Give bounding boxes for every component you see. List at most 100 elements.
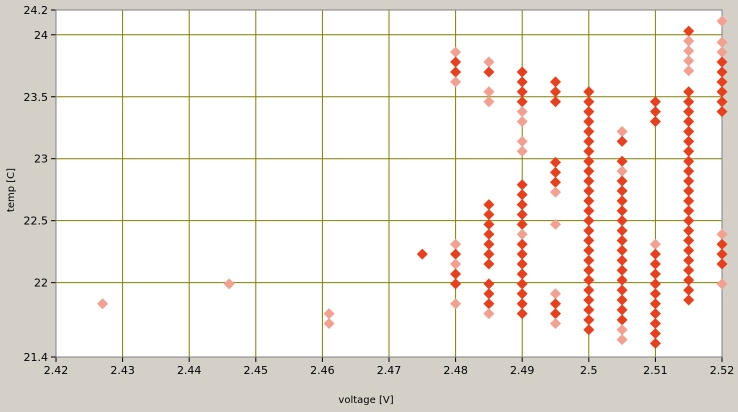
data-point	[450, 258, 462, 270]
data-point	[483, 238, 495, 250]
x-tick-label: 2.45	[244, 364, 269, 377]
data-point	[483, 278, 495, 290]
data-point	[550, 96, 561, 108]
data-point	[683, 235, 695, 247]
data-point	[616, 284, 628, 296]
data-point	[483, 96, 495, 108]
data-point	[583, 116, 595, 128]
data-point	[323, 318, 335, 330]
data-point	[483, 218, 495, 230]
data-point	[716, 106, 728, 118]
data-point	[516, 298, 528, 310]
data-point	[649, 278, 661, 290]
data-point	[583, 145, 595, 157]
x-tick-label: 2.44	[177, 364, 202, 377]
data-point	[550, 156, 561, 168]
data-point	[683, 165, 695, 177]
data-point	[583, 96, 595, 108]
data-point	[583, 175, 595, 187]
data-point	[583, 235, 595, 247]
data-point	[683, 205, 695, 217]
data-point	[516, 199, 528, 211]
data-point	[616, 264, 628, 276]
data-point	[649, 327, 661, 339]
data-point	[583, 244, 595, 256]
data-point	[550, 218, 561, 230]
data-point	[716, 278, 728, 290]
data-point	[616, 294, 628, 306]
data-point	[516, 116, 528, 128]
x-tick-label: 2.43	[110, 364, 135, 377]
data-point	[649, 337, 661, 349]
data-point	[583, 215, 595, 227]
data-point	[683, 155, 695, 167]
data-point	[649, 106, 661, 118]
data-point	[97, 298, 109, 310]
data-point	[516, 268, 528, 280]
data-point	[683, 55, 695, 67]
data-point	[616, 314, 628, 326]
data-point	[683, 274, 695, 286]
x-tick-label: 2.49	[510, 364, 535, 377]
data-point	[516, 208, 528, 220]
data-point	[616, 195, 628, 207]
data-point	[683, 294, 695, 306]
data-point	[583, 106, 595, 118]
data-point	[649, 248, 661, 260]
data-point	[616, 324, 628, 336]
data-point	[550, 288, 561, 300]
y-tick-label: 24.2	[24, 4, 49, 17]
y-tick-label: 22	[34, 277, 48, 290]
data-point	[550, 186, 561, 198]
data-point	[583, 185, 595, 197]
data-point	[516, 106, 528, 118]
data-point	[716, 56, 728, 68]
data-point	[516, 248, 528, 260]
data-point	[716, 86, 728, 98]
data-point	[683, 284, 695, 296]
data-point	[550, 176, 561, 188]
y-tick-labels: 21.4 22 22.5 23 23.5 24 24.2	[24, 4, 49, 364]
data-point	[683, 225, 695, 237]
data-point	[716, 66, 728, 78]
data-point	[683, 96, 695, 108]
data-point	[450, 66, 462, 78]
data-point	[616, 274, 628, 286]
data-point	[616, 175, 628, 187]
data-point	[416, 248, 428, 260]
data-point	[583, 135, 595, 147]
data-point	[483, 199, 495, 211]
data-point	[683, 215, 695, 227]
y-tick-label: 21.4	[24, 351, 49, 364]
x-tick-label: 2.42	[44, 364, 69, 377]
data-point	[223, 278, 235, 290]
data-point	[683, 86, 695, 98]
data-point	[516, 135, 528, 147]
data-point	[483, 248, 495, 260]
data-point	[516, 189, 528, 201]
x-tick-label: 2.51	[643, 364, 668, 377]
data-point	[683, 145, 695, 157]
x-axis-title: voltage [V]	[338, 395, 393, 406]
data-point	[683, 195, 695, 207]
data-point	[683, 45, 695, 57]
y-tick-label: 23.5	[24, 91, 49, 104]
data-point	[583, 165, 595, 177]
data-point	[616, 155, 628, 167]
data-point	[583, 284, 595, 296]
data-point	[649, 268, 661, 280]
data-point	[516, 145, 528, 157]
data-point	[550, 318, 561, 330]
data-point	[583, 86, 595, 98]
plot-border	[55, 9, 723, 358]
data-point	[716, 15, 728, 27]
data-point	[716, 228, 728, 240]
data-point	[649, 238, 661, 250]
data-point	[583, 225, 595, 237]
data-point	[616, 225, 628, 237]
data-point	[450, 56, 462, 68]
data-point	[516, 308, 528, 320]
data-point	[616, 244, 628, 256]
data-point	[616, 165, 628, 177]
data-point	[550, 166, 561, 178]
